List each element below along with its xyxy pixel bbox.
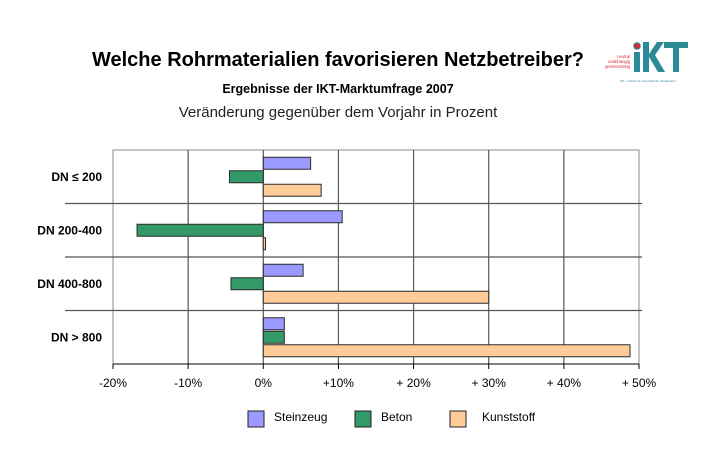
bar-beton-0: [228, 170, 264, 184]
logo-tagline-1: neutral: [617, 54, 630, 59]
x-tick-label: 0%: [255, 376, 273, 390]
legend-swatch-kunststoff: [449, 410, 467, 428]
chart-subtitle: Ergebnisse der IKT-Marktumfrage 2007: [222, 82, 454, 96]
x-tick-label: + 40%: [547, 376, 582, 390]
x-tick-label: + 30%: [472, 376, 507, 390]
legend-swatch-steinzeug: [247, 410, 265, 428]
logo-tagline-3: gemeinnützig: [605, 64, 631, 69]
category-label: DN ≤ 200: [51, 170, 102, 184]
chart-grid: [65, 149, 642, 365]
category-label: DN > 800: [51, 330, 102, 344]
x-tick-label: -10%: [174, 376, 202, 390]
logo-tagline-2: unabhängig: [608, 59, 631, 64]
chart-title: Welche Rohrmaterialien favorisieren Netz…: [91, 49, 584, 71]
bar-beton-2: [230, 277, 264, 291]
x-axis: -20% -10% 0% +10% + 20% + 30% + 40% + 50%: [99, 363, 657, 390]
logo-footer: IKT - Institut für Unterirdische Infrast…: [620, 79, 676, 83]
bar-steinzeug-0: [262, 156, 312, 170]
legend-label-steinzeug: Steinzeug: [274, 410, 327, 424]
x-tick-label: + 20%: [396, 376, 431, 390]
bar-kunststoff-1: [262, 237, 267, 251]
ikt-logo: neutral unabhängig gemeinnützig IKT - In…: [605, 42, 688, 83]
bar-steinzeug-3: [262, 317, 285, 331]
category-labels: DN ≤ 200 DN 200-400 DN 400-800 DN > 800: [37, 170, 102, 345]
bar-steinzeug-2: [262, 263, 304, 277]
bar-steinzeug-1: [262, 210, 343, 224]
legend-label-kunststoff: Kunststoff: [482, 410, 536, 424]
legend-swatch-beton: [354, 410, 372, 428]
legend-label-beton: Beton: [381, 410, 412, 424]
logo-dot-icon: [633, 42, 641, 50]
x-tick-label: -20%: [99, 376, 127, 390]
bar-kunststoff-2: [262, 290, 490, 304]
category-label: DN 200-400: [37, 223, 102, 237]
logo-letter-i: [634, 52, 640, 72]
chart-legend: Steinzeug Beton Kunststoff: [247, 410, 536, 428]
bar-beton-1: [136, 223, 264, 237]
x-tick-label: + 50%: [622, 376, 657, 390]
bar-beton-3: [262, 330, 285, 344]
bar-kunststoff-0: [262, 183, 322, 197]
chart-axis-description: Veränderung gegenüber dem Vorjahr in Pro…: [178, 104, 498, 121]
chart-bars: [136, 156, 631, 358]
logo-letter-t: [664, 42, 688, 72]
x-tick-label: +10%: [323, 376, 354, 390]
ikt-logo-tagline: neutral unabhängig gemeinnützig: [605, 54, 631, 69]
bar-kunststoff-3: [262, 344, 631, 358]
logo-letter-k: [643, 42, 665, 72]
category-label: DN 400-800: [37, 277, 102, 291]
